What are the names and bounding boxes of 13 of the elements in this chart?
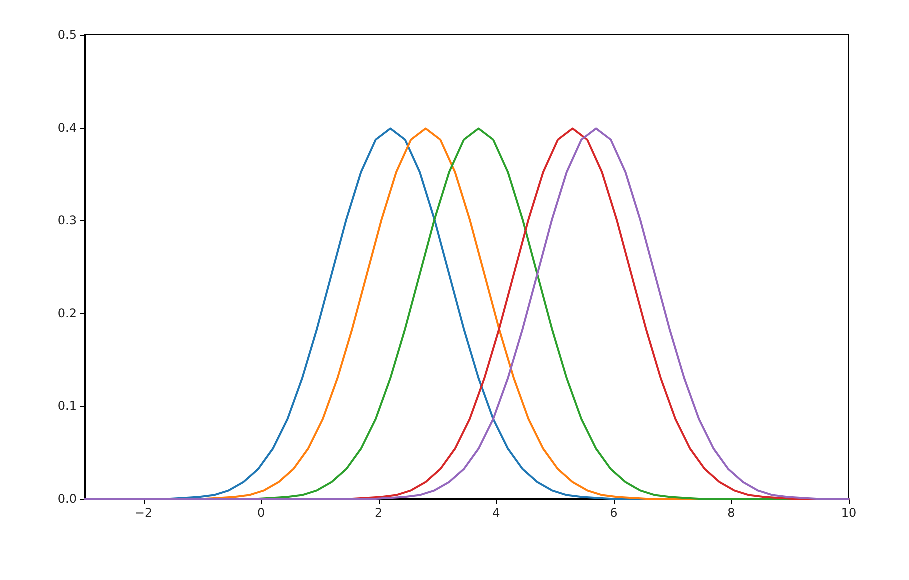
x-tick-label: 10 — [841, 506, 857, 520]
y-tick-label: 0.2 — [58, 306, 77, 320]
y-tick-label: 0.5 — [58, 28, 77, 42]
x-tick-label: 8 — [728, 506, 736, 520]
y-tick-label: 0.3 — [58, 214, 77, 228]
x-tick-label: 6 — [610, 506, 618, 520]
y-tick-label: 0.0 — [58, 492, 77, 506]
x-tick-label: 4 — [492, 506, 500, 520]
y-tick-label: 0.1 — [58, 399, 77, 414]
y-tick-label: 0.4 — [58, 120, 77, 135]
x-tick-label: −2 — [134, 506, 153, 520]
x-tick-label: 2 — [375, 506, 383, 520]
x-tick-label: 0 — [257, 506, 266, 520]
